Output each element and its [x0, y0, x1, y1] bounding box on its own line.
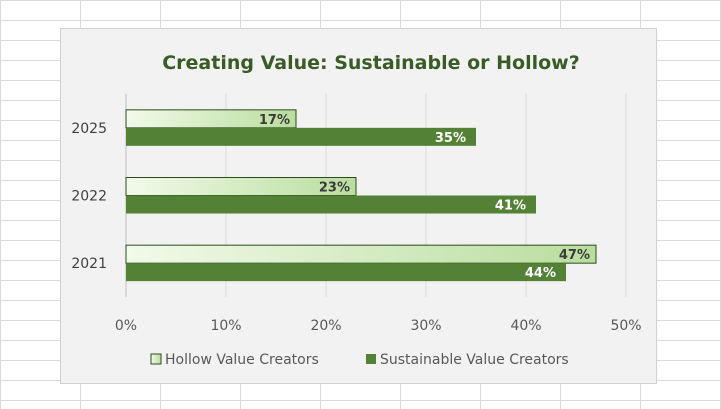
- data-label-hollow: 47%: [559, 248, 590, 263]
- x-tick-label: 20%: [310, 318, 341, 334]
- bar-sustainable-value-creators: [126, 263, 566, 282]
- data-label-sustainable: 41%: [495, 199, 526, 214]
- data-label-sustainable: 35%: [435, 131, 466, 146]
- data-label-sustainable: 44%: [525, 266, 556, 281]
- bar-sustainable-value-creators: [126, 127, 476, 146]
- legend-swatch: [366, 354, 376, 364]
- x-tick-label: 0%: [115, 318, 137, 334]
- x-tick-label: 40%: [510, 318, 541, 334]
- x-tick-label: 50%: [610, 318, 641, 334]
- chart-title: Creating Value: Sustainable or Hollow?: [162, 52, 580, 74]
- axes: 0% 10% 20% 30% 40% 50% 2025 2022 2021: [71, 121, 641, 334]
- legend-item-sustainable: Sustainable Value Creators: [366, 352, 569, 368]
- legend-swatch: [150, 353, 162, 365]
- bar-hollow-value-creators: [125, 244, 597, 264]
- x-tick-label: 10%: [210, 318, 241, 334]
- bar-chart: Creating Value: Sustainable or Hollow? 1…: [71, 52, 641, 368]
- x-tick-label: 30%: [410, 318, 441, 334]
- chart-panel: Creating Value: Sustainable or Hollow? 1…: [60, 28, 657, 384]
- bars: [125, 109, 597, 282]
- y-category-label: 2025: [71, 121, 107, 137]
- data-label-hollow: 17%: [259, 113, 290, 128]
- y-category-label: 2022: [71, 189, 107, 205]
- legend: Hollow Value Creators Sustainable Value C…: [150, 352, 569, 368]
- data-label-hollow: 23%: [319, 181, 350, 196]
- legend-label: Hollow Value Creators: [165, 352, 319, 368]
- data-labels: 17% 35% 23% 41% 47%44%: [259, 113, 590, 281]
- legend-item-hollow: Hollow Value Creators: [150, 352, 319, 368]
- bar-sustainable-value-creators: [126, 195, 536, 214]
- legend-label: Sustainable Value Creators: [380, 352, 569, 368]
- y-category-label: 2021: [71, 256, 107, 272]
